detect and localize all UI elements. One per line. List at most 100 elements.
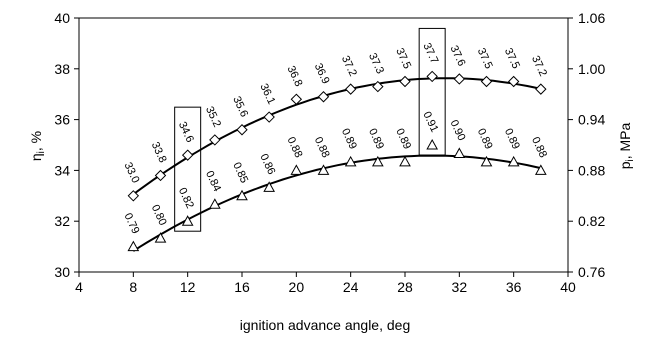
x-tick-label: 36 [506,279,522,295]
data-point-diamond [154,169,167,182]
data-labels: 33.0 33.8 34.6 35.2 35.6 36.1 36.8 36.9 37.2 37.3… [122,41,549,236]
highlight-boxes [174,27,446,232]
plot-frame [78,17,569,273]
data-point-diamond [453,73,466,85]
y-right-tick-label: 0.94 [578,112,605,128]
data-point-triangle [371,155,384,167]
data-point-triangle [507,155,520,167]
data-label: 37.3 [366,51,386,75]
data-label: 0.90 [448,118,468,142]
data-point-triangle [317,164,330,175]
trend-line-triangle [132,154,542,252]
data-point-triangle [453,147,466,158]
data-label: 37.7 [420,41,440,65]
y-left-tick-label: 38 [54,61,70,77]
data-point-diamond [181,149,194,161]
data-point-diamond [236,124,248,136]
data-point-triangle [534,164,547,175]
data-point-diamond [372,80,384,93]
data-label: 33.8 [149,140,169,164]
y-left-tick-label: 34 [54,162,70,178]
y-right-tick-label: 1.00 [578,61,605,77]
data-point-diamond [263,111,275,123]
data-label: 0.91 [420,110,440,134]
data-label: 36.8 [285,64,305,88]
y-right-tick-label: 0.76 [578,264,605,280]
data-label: 35.2 [203,105,223,129]
data-label: 37.5 [393,46,413,70]
y-right-tick-label: 0.88 [578,162,605,178]
data-label: 37.2 [529,54,549,78]
data-point-diamond [317,91,330,103]
data-point-triangle [263,181,276,192]
x-tick-label: 40 [560,279,576,295]
data-label: 0.89 [393,127,413,151]
data-point-triangle [399,155,411,167]
data-label: 0.88 [529,135,549,159]
data-label: 0.80 [149,203,169,227]
axis-ticks: 4 8 12 16 20 24 28 32 36 403032343638400.760.820.… [54,10,605,295]
data-label: 37.5 [475,46,495,70]
data-label: 0.86 [257,152,277,176]
x-tick-label: 28 [397,279,413,295]
data-label: 36.1 [257,82,277,106]
data-label: 37.6 [448,44,468,68]
x-tick-label: 12 [180,279,196,295]
data-label: 0.85 [230,161,250,185]
data-point-diamond [127,190,140,202]
data-point-diamond [480,75,493,88]
data-label: 37.5 [502,46,522,70]
data-label: 33.0 [122,161,142,185]
data-label: 0.79 [122,211,142,235]
y-right-tick-label: 0.82 [578,213,605,229]
x-tick-label: 4 [75,279,83,295]
data-label: 0.88 [312,135,332,159]
trend-line-diamond [132,77,542,196]
data-point-triangle [181,215,194,226]
trend-lines [132,77,542,252]
y-left-tick-label: 30 [54,264,70,280]
data-label: 0.89 [339,127,359,151]
data-point-diamond [290,93,303,105]
data-label: 0.84 [203,169,223,193]
data-label: 0.88 [285,135,305,159]
data-label: 34.6 [176,120,196,144]
highlight-box [418,27,446,156]
data-label: 36.9 [312,62,332,86]
data-point-triangle [208,198,221,209]
x-tick-label: 24 [343,279,359,295]
data-point-diamond [399,75,411,88]
plot-area-border [78,17,569,273]
data-label: 35.6 [230,95,250,119]
y-left-axis-label: ηi, % [28,131,47,161]
highlight-box [174,106,202,232]
data-point-triangle [154,232,167,243]
data-point-diamond [507,75,520,88]
y-right-tick-label: 1.06 [578,10,605,26]
data-point-diamond [209,134,221,146]
data-point-diamond [535,83,547,95]
data-point-triangle [480,155,493,167]
y-left-tick-label: 40 [54,10,70,26]
x-axis-label: ignition advance angle, deg [240,317,410,333]
x-tick-label: 20 [289,279,305,295]
x-tick-label: 8 [129,279,137,295]
data-label: 0.82 [176,186,196,210]
data-label: 0.89 [366,127,386,151]
data-point-diamond [426,70,438,83]
data-point-diamond [344,83,357,95]
data-point-triangle [127,240,140,252]
data-point-triangle [426,138,439,150]
data-point-triangle [290,164,303,175]
data-label: 0.89 [475,127,495,151]
x-tick-label: 32 [452,279,468,295]
data-point-triangle [344,155,357,167]
data-label: 0.89 [502,127,522,151]
y-left-tick-label: 36 [54,112,70,128]
data-point-triangle [236,189,248,201]
x-tick-label: 16 [234,279,250,295]
y-left-tick-label: 32 [54,213,70,229]
data-label: 37.2 [339,54,359,78]
y-right-axis-label: pi, MPa [617,122,636,169]
